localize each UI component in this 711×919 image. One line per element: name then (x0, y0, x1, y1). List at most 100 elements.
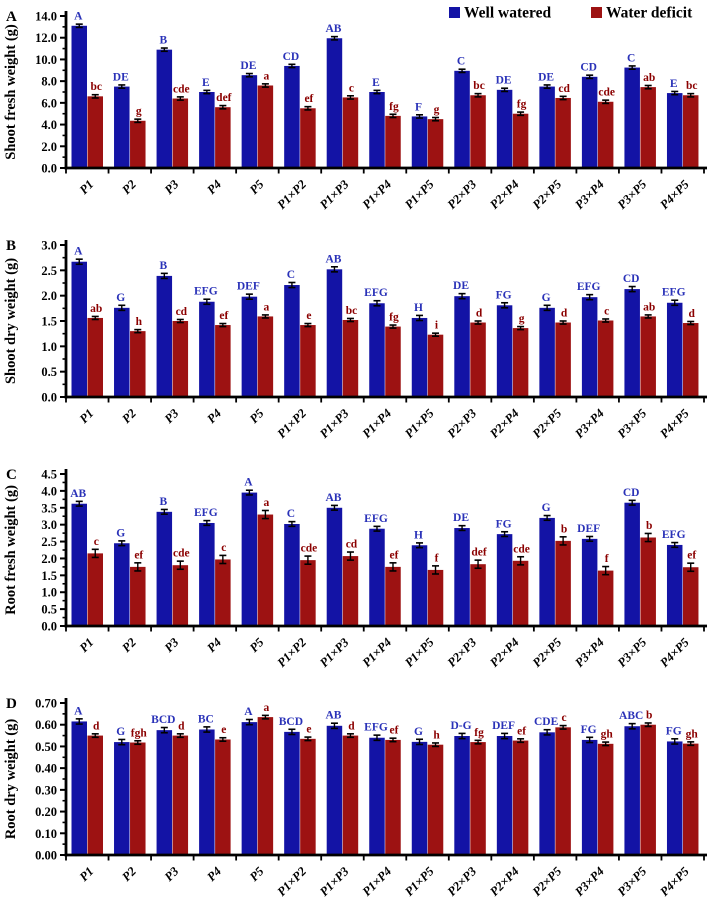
significance-letter: DEF (237, 281, 260, 293)
y-tick-label: 1.0 (41, 340, 57, 354)
bar-well-watered (71, 503, 87, 626)
significance-letter: cd (346, 539, 358, 551)
bar-water-deficit (172, 321, 189, 397)
x-category-label: P1×P2 (274, 635, 309, 670)
legend-label: Water deficit (606, 5, 693, 22)
significance-letter: FG (666, 725, 682, 737)
x-category-label: P1×P5 (402, 177, 437, 212)
y-tick-label: 0.5 (41, 365, 57, 379)
x-category-label: P4 (204, 864, 224, 884)
y-tick-label: 0.0 (41, 162, 57, 176)
significance-letter: FG (496, 289, 512, 301)
bar-water-deficit (215, 559, 231, 626)
panel-b-svg: B Shoot dry weight (g) 0.0 0.5 1.0 1.5 2.0 2.5 3… (3, 238, 707, 441)
x-category-label: P5 (247, 177, 267, 197)
bar-well-watered (666, 93, 683, 168)
x-category-label: P2×P4 (487, 635, 522, 670)
bar-water-deficit (257, 514, 274, 626)
significance-letter: c (562, 712, 567, 724)
significance-letter: DEF (492, 720, 515, 732)
x-category-label: P3×P4 (572, 177, 607, 212)
x-category-label: P4×P5 (657, 635, 692, 670)
bar-well-watered (369, 92, 385, 168)
y-tick-label: 2.0 (41, 289, 57, 303)
bar-well-watered (624, 502, 640, 626)
significance-letter: EFG (194, 507, 218, 519)
significance-letter: cd (176, 306, 188, 318)
bar-water-deficit (385, 115, 401, 168)
x-category-label: P1×P3 (317, 864, 352, 899)
significance-letter: H (414, 302, 423, 314)
y-tick-label: 2.0 (41, 552, 57, 566)
significance-letter: B (159, 260, 167, 272)
bar-well-watered (284, 523, 300, 626)
x-category-label: P1×P4 (360, 177, 395, 212)
bar-well-watered (454, 528, 470, 626)
panel-letter: C (6, 467, 17, 483)
significance-letter: c (221, 542, 226, 554)
significance-letter: EFG (364, 513, 388, 525)
significance-letter: DEF (577, 523, 600, 535)
x-category-label: P3×P4 (572, 864, 607, 899)
significance-letter: a (264, 301, 270, 313)
bar-water-deficit (172, 735, 189, 855)
bar-well-watered (539, 86, 555, 168)
bar-well-watered (581, 739, 598, 855)
significance-letter: G (116, 726, 125, 738)
x-category-label: P3 (162, 635, 182, 655)
x-category-label: P2×P5 (530, 635, 565, 670)
bar-well-watered (581, 297, 598, 397)
x-category-label: P2 (119, 864, 139, 884)
significance-letter: FG (581, 724, 597, 736)
x-category-label: P2 (119, 635, 139, 655)
bar-water-deficit (215, 107, 231, 168)
bar-well-watered (326, 725, 343, 855)
significance-letter: a (264, 70, 270, 82)
x-category-label: P3×P5 (615, 177, 650, 212)
y-tick-label: 0.0 (41, 391, 57, 405)
significance-letter: DE (240, 60, 256, 72)
bar-water-deficit (385, 566, 401, 626)
significance-letter: AB (325, 253, 341, 265)
x-category-label: P1 (77, 635, 97, 655)
significance-letter: B (159, 496, 167, 508)
x-category-label: P2×P5 (530, 406, 565, 441)
y-tick-label: 3.5 (41, 501, 57, 515)
y-tick-label: 14.0 (35, 10, 57, 24)
x-category-label: P1×P3 (317, 177, 352, 212)
bar-water-deficit (87, 96, 103, 168)
y-tick-label: 0.00 (35, 849, 57, 863)
bar-water-deficit (682, 323, 699, 397)
x-category-label: P2×P4 (487, 864, 522, 899)
bar-well-watered (114, 307, 130, 397)
significance-letter: g (519, 313, 525, 325)
bar-water-deficit (257, 316, 274, 397)
bar-well-watered (284, 65, 300, 168)
bar-well-watered (199, 92, 215, 168)
x-category-label: P4×P5 (657, 177, 692, 212)
bar-well-watered (199, 301, 215, 397)
bar-water-deficit (555, 97, 571, 168)
bar-water-deficit (597, 743, 614, 855)
significance-letter: E (202, 77, 210, 89)
bar-water-deficit (342, 735, 359, 855)
y-tick-label: 1.5 (41, 569, 57, 583)
panel-letter: B (6, 238, 16, 254)
significance-letter: a (264, 497, 270, 509)
bar-water-deficit (300, 738, 316, 855)
panel-letter: D (6, 696, 17, 712)
x-category-label: P3 (162, 177, 182, 197)
x-category-label: P1 (77, 406, 97, 426)
significance-letter: bc (91, 81, 103, 93)
significance-letter: C (627, 52, 635, 64)
significance-letter: CD (283, 51, 300, 63)
significance-letter: BCD (151, 714, 175, 726)
bar-well-watered (114, 742, 130, 855)
significance-letter: G (414, 726, 423, 738)
bar-water-deficit (555, 727, 571, 855)
bar-water-deficit (512, 560, 529, 626)
bar-water-deficit (130, 742, 146, 855)
significance-letter: h (136, 316, 143, 328)
bar-well-watered (369, 303, 385, 397)
bar-well-watered (156, 511, 173, 626)
